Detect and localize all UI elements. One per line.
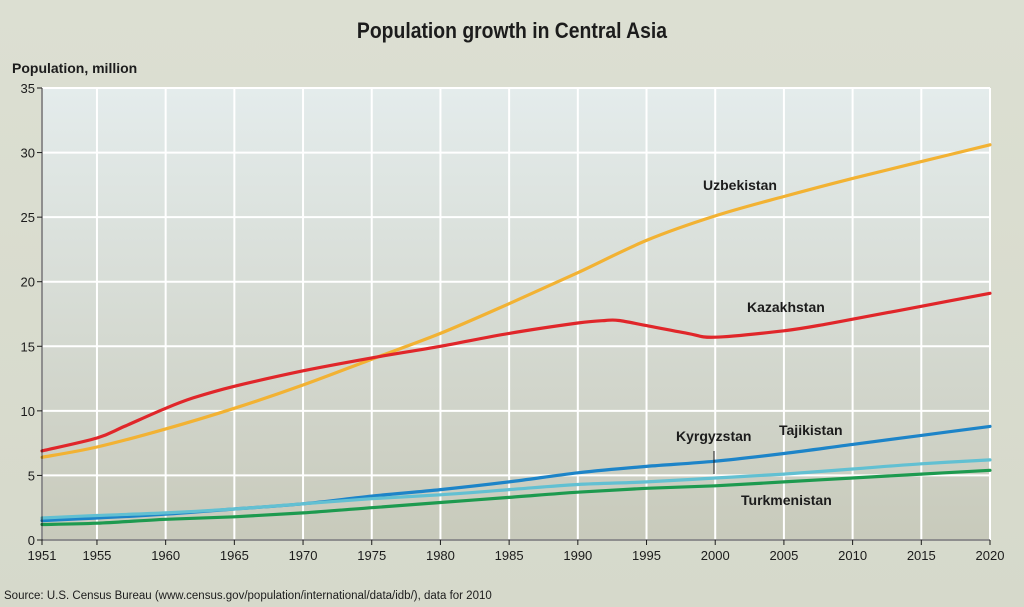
y-tick-label-20: 20: [21, 275, 35, 290]
series-label-kazakhstan: Kazakhstan: [747, 299, 825, 315]
series-label-tajikistan: Tajikistan: [779, 422, 843, 438]
y-tick-label-25: 25: [21, 210, 35, 225]
x-tick-label-2000: 2000: [701, 548, 730, 563]
y-tick-label-35: 35: [21, 81, 35, 96]
series-layer: [40, 143, 992, 527]
x-tick-label-1965: 1965: [220, 548, 249, 563]
x-tick-label-1951: 1951: [28, 548, 57, 563]
x-tick-label-2010: 2010: [838, 548, 867, 563]
y-axis-label: Population, million: [12, 60, 138, 76]
series-line-turkmenistan: [40, 468, 992, 527]
series-label-turkmenistan: Turkmenistan: [741, 492, 832, 508]
y-tick-label-30: 30: [21, 146, 35, 161]
axes: [37, 87, 991, 545]
x-tick-labels: 1951 1955 1960 1965 1970 1975 1980 1985 1990 1995…: [28, 548, 1005, 563]
plot-area: [42, 88, 990, 540]
series-label-kyrgyzstan: Kyrgyzstan: [676, 428, 751, 444]
x-tick-label-1975: 1975: [357, 548, 386, 563]
series-line-kyrgyzstan: [40, 458, 992, 520]
x-tick-label-1985: 1985: [495, 548, 524, 563]
source-note: Source: U.S. Census Bureau (www.census.g…: [4, 590, 492, 602]
series-line-kazakhstan: [40, 291, 992, 453]
x-tick-label-2005: 2005: [769, 548, 798, 563]
y-tick-label-0: 0: [28, 533, 35, 548]
series-line-uzbekistan: [40, 143, 992, 459]
x-tick-label-1995: 1995: [632, 548, 661, 563]
y-tick-label-10: 10: [21, 404, 35, 419]
y-tick-label-5: 5: [28, 468, 35, 483]
series-label-uzbekistan: Uzbekistan: [703, 177, 777, 193]
x-tick-label-1960: 1960: [151, 548, 180, 563]
x-tick-label-1980: 1980: [426, 548, 455, 563]
x-tick-label-2020: 2020: [976, 548, 1005, 563]
x-tick-label-1970: 1970: [289, 548, 318, 563]
chart-title: Population growth in Central Asia: [356, 18, 668, 43]
x-tick-label-2015: 2015: [907, 548, 936, 563]
x-tick-label-1955: 1955: [82, 548, 111, 563]
y-tick-labels: 0 5 10 15 20 25 30 35: [21, 81, 35, 548]
y-tick-label-15: 15: [21, 339, 35, 354]
x-tick-label-1990: 1990: [563, 548, 592, 563]
